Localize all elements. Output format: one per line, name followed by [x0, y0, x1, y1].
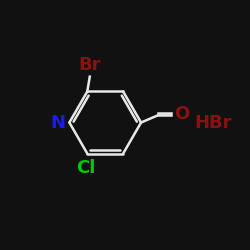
Text: N: N	[50, 114, 65, 132]
Text: Cl: Cl	[76, 159, 96, 177]
Text: Br: Br	[78, 56, 101, 74]
Text: HBr: HBr	[194, 114, 232, 132]
Text: O: O	[174, 105, 189, 123]
